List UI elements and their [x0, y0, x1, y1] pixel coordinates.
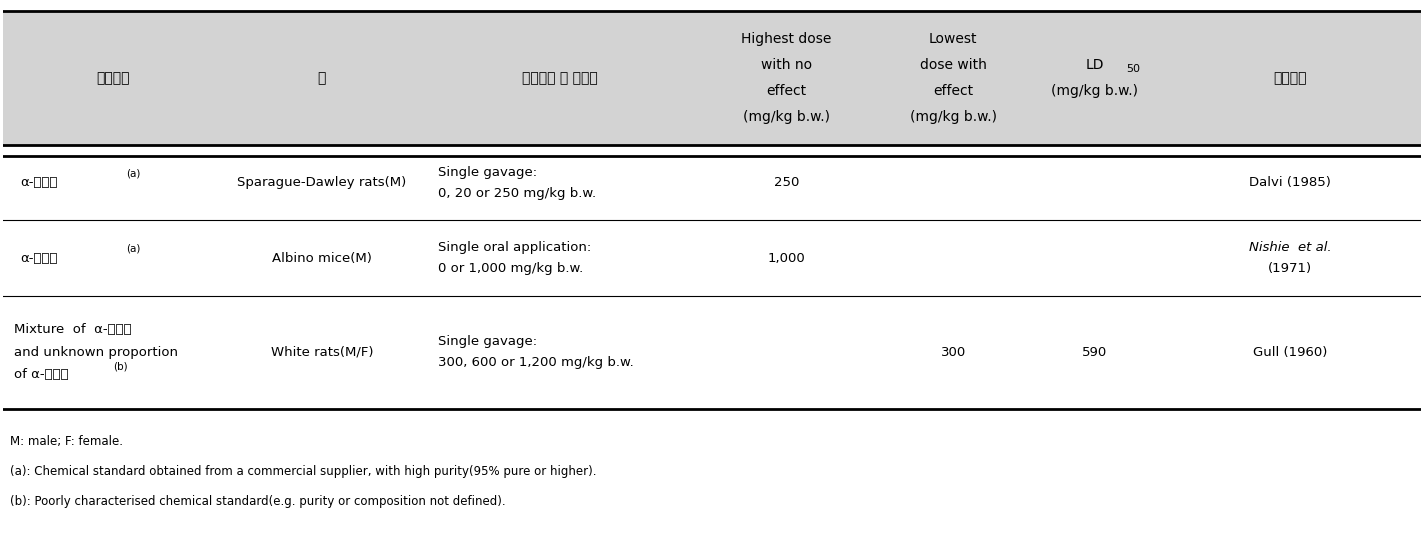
Text: 300: 300	[940, 345, 965, 358]
Text: Mixture  of  α-솔라닌: Mixture of α-솔라닌	[14, 323, 132, 336]
Text: 종: 종	[318, 71, 326, 85]
Text: Nishie  et al.: Nishie et al.	[1249, 241, 1331, 254]
Text: 50: 50	[1126, 65, 1141, 74]
Text: (b): (b)	[114, 362, 128, 371]
Text: effect: effect	[933, 84, 973, 98]
Text: (a): (a)	[127, 168, 141, 178]
Text: (mg/kg b.w.): (mg/kg b.w.)	[743, 110, 830, 124]
Text: (b): Poorly characterised chemical standard(e.g. purity or composition not defin: (b): Poorly characterised chemical stand…	[10, 495, 506, 508]
Text: Albino mice(M): Albino mice(M)	[272, 251, 372, 264]
Text: (mg/kg b.w.): (mg/kg b.w.)	[1051, 84, 1138, 98]
Text: Sparague-Dawley rats(M): Sparague-Dawley rats(M)	[238, 176, 407, 190]
Text: (mg/kg b.w.): (mg/kg b.w.)	[910, 110, 997, 124]
Text: White rats(M/F): White rats(M/F)	[271, 345, 373, 358]
Text: 투여경로 및 투여량: 투여경로 및 투여량	[521, 71, 598, 85]
Text: Single gavage:: Single gavage:	[439, 166, 537, 179]
Text: effect: effect	[766, 84, 806, 98]
Text: M: male; F: female.: M: male; F: female.	[10, 435, 122, 449]
Text: Gull (1960): Gull (1960)	[1253, 345, 1327, 358]
Text: 590: 590	[1082, 345, 1108, 358]
Text: dose with: dose with	[920, 58, 987, 72]
Text: α-솔라닌: α-솔라닌	[20, 251, 57, 264]
Text: (a): (a)	[127, 243, 141, 254]
Text: (a): Chemical standard obtained from a commercial supplier, with high purity(95%: (a): Chemical standard obtained from a c…	[10, 465, 597, 478]
Text: 참고문헌: 참고문헌	[1273, 71, 1307, 85]
Text: and unknown proportion: and unknown proportion	[14, 345, 178, 358]
Text: α-솔라닌: α-솔라닌	[20, 176, 57, 190]
Text: (1971): (1971)	[1267, 262, 1312, 275]
Text: 시험물질: 시험물질	[95, 71, 130, 85]
Text: 250: 250	[773, 176, 799, 190]
Text: LD: LD	[1085, 58, 1104, 72]
Text: Single gavage:: Single gavage:	[439, 335, 537, 348]
Text: 0, 20 or 250 mg/kg b.w.: 0, 20 or 250 mg/kg b.w.	[439, 187, 597, 200]
Text: of α-자코닌: of α-자코닌	[14, 368, 68, 381]
Text: Dalvi (1985): Dalvi (1985)	[1249, 176, 1331, 190]
Text: 300, 600 or 1,200 mg/kg b.w.: 300, 600 or 1,200 mg/kg b.w.	[439, 356, 634, 369]
Text: 0 or 1,000 mg/kg b.w.: 0 or 1,000 mg/kg b.w.	[439, 262, 584, 275]
Text: Single oral application:: Single oral application:	[439, 241, 591, 254]
Text: with no: with no	[760, 58, 812, 72]
Text: 1,000: 1,000	[768, 251, 806, 264]
Text: Lowest: Lowest	[928, 33, 977, 46]
Text: Highest dose: Highest dose	[742, 33, 832, 46]
Bar	[3, 11, 1421, 145]
